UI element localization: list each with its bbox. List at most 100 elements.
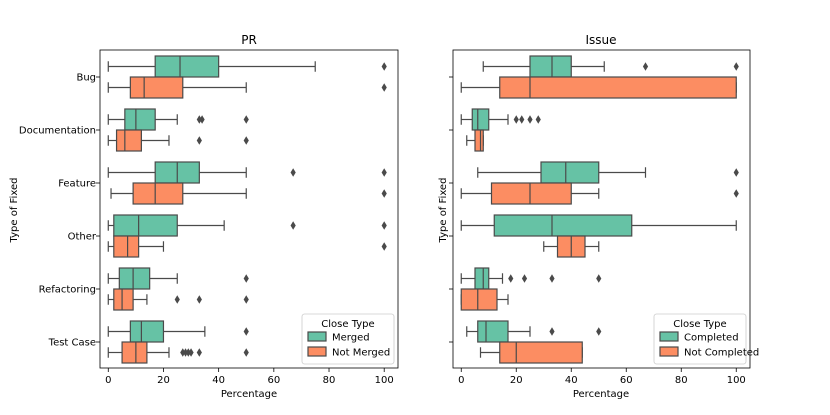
box-issue-refactoring-completed	[460, 267, 602, 290]
box-issue-bug-completed	[482, 55, 739, 78]
legend-swatch-not-completed	[659, 346, 679, 357]
outlier-marker	[596, 327, 602, 336]
outlier-marker	[549, 327, 555, 336]
axes-frame-pr	[99, 49, 399, 369]
outlier-marker	[521, 274, 528, 283]
outlier-marker	[519, 115, 525, 124]
y-tick-label-other: Other	[68, 232, 97, 243]
box-iqr	[499, 341, 583, 364]
box-iqr	[471, 108, 490, 131]
y-tick-label-bug: Bug	[76, 73, 96, 84]
box-iqr	[490, 182, 572, 205]
outlier-marker	[642, 62, 649, 71]
outlier-marker	[527, 115, 533, 124]
outlier-marker	[185, 348, 191, 357]
outlier-marker	[381, 168, 387, 177]
plot-layer: 0 20 40 60 80 100 Bug Documentation Feature Other…	[19, 49, 759, 386]
box-issue-documentation-not-completed	[466, 129, 484, 152]
axes-frame-issue	[452, 49, 751, 369]
outlier-marker	[596, 274, 602, 283]
box-issue-test-case-not-completed	[479, 341, 583, 364]
box-iqr	[493, 214, 633, 237]
box-iqr	[113, 288, 134, 311]
x-tick-label-pr: 80	[323, 375, 336, 386]
panel-issue: 0 20 40 60 80 100 Close Type Completed Not Compl…	[449, 49, 759, 386]
box-pr-feature-not-merged	[110, 182, 387, 205]
x-axis-label-pr: Percentage	[221, 389, 277, 400]
box-iqr	[499, 76, 737, 99]
outlier-marker	[243, 327, 249, 336]
outlier-marker	[290, 221, 296, 230]
box-iqr	[121, 341, 148, 364]
legend-issue: Close Type Completed Not Completed	[653, 313, 759, 365]
box-iqr	[154, 55, 220, 78]
outlier-marker	[243, 295, 249, 304]
x-tick-label-pr: 0	[105, 375, 111, 386]
outlier-marker	[196, 295, 202, 304]
outlier-marker	[243, 136, 249, 145]
box-pr-documentation-merged	[107, 108, 249, 131]
outlier-marker	[549, 274, 555, 283]
box-pr-other-merged	[107, 214, 387, 237]
box-iqr	[113, 214, 178, 237]
outlier-marker	[180, 348, 186, 357]
panel-pr: 0 20 40 60 80 100 Bug Documentation Feature Other…	[19, 49, 399, 386]
box-pr-bug-merged	[107, 55, 387, 78]
box-iqr	[118, 267, 151, 290]
box-iqr	[529, 55, 572, 78]
x-tick-label-issue: 80	[675, 375, 688, 386]
x-tick-label-issue: 20	[510, 375, 523, 386]
box-iqr	[115, 129, 142, 152]
box-issue-feature-completed	[477, 161, 739, 184]
legend-label-completed: Completed	[684, 333, 739, 344]
x-tick-label-pr: 20	[157, 375, 170, 386]
legend-swatch-not-merged	[307, 346, 327, 357]
legend-label-not-completed: Not Completed	[684, 348, 759, 359]
box-iqr	[540, 161, 600, 184]
legend-swatch-completed	[659, 331, 679, 342]
box-pr-test-case-not-merged	[107, 341, 249, 364]
outlier-marker	[733, 62, 739, 71]
box-pr-bug-not-merged	[107, 76, 387, 99]
x-tick-label-issue: 60	[620, 375, 633, 386]
outlier-marker	[243, 115, 249, 124]
outlier-marker	[188, 348, 194, 357]
legend-title: Close Type	[321, 319, 374, 330]
x-axis-label-issue: Percentage	[573, 389, 629, 400]
x-tick-label-issue: 40	[565, 375, 578, 386]
y-tick-label-test-case: Test Case	[48, 338, 96, 349]
outlier-marker	[290, 168, 296, 177]
outlier-marker	[199, 115, 205, 124]
outlier-marker	[381, 221, 387, 230]
legend-pr: Close Type Merged Not Merged	[301, 313, 395, 365]
box-issue-test-case-completed	[466, 320, 602, 343]
box-issue-other-completed	[460, 214, 737, 237]
y-axis-label-issue: Type of Fixed	[438, 178, 449, 244]
box-iqr	[124, 108, 156, 131]
legend-swatch-merged	[307, 331, 327, 342]
outlier-marker	[535, 115, 541, 124]
box-iqr	[474, 129, 484, 152]
box-pr-other-not-merged	[107, 235, 387, 258]
panel-title-issue: Issue	[585, 33, 616, 47]
outlier-marker	[381, 62, 387, 71]
box-issue-other-not-completed	[543, 235, 600, 258]
y-tick-label-refactoring: Refactoring	[39, 285, 96, 296]
box-iqr	[129, 320, 165, 343]
y-axis-label-pr: Type of Fixed	[9, 178, 20, 244]
box-pr-documentation-not-merged	[107, 129, 249, 152]
outlier-marker	[196, 136, 202, 145]
box-iqr	[477, 320, 509, 343]
outlier-marker	[381, 83, 387, 92]
y-tick-label-feature: Feature	[58, 179, 96, 190]
outlier-marker	[381, 189, 387, 198]
x-tick-label-pr: 40	[212, 375, 225, 386]
box-issue-refactoring-not-completed	[460, 288, 509, 311]
outlier-marker	[508, 274, 514, 283]
box-issue-feature-not-completed	[460, 182, 739, 205]
outlier-marker	[196, 115, 202, 124]
box-pr-test-case-merged	[107, 320, 249, 343]
outlier-marker	[182, 348, 189, 357]
box-iqr	[460, 288, 498, 311]
box-issue-documentation-completed	[460, 108, 541, 131]
